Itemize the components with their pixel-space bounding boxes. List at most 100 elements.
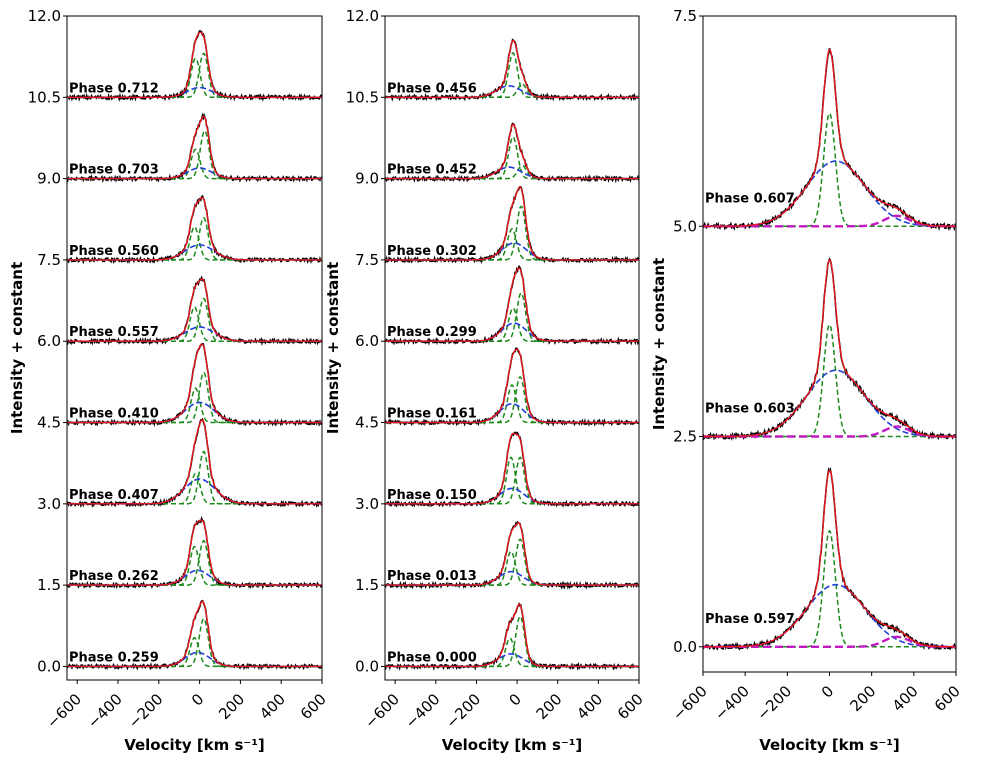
- spectrum-phase-0.456: [385, 38, 639, 102]
- total-fit: [385, 39, 639, 98]
- phase-label: Phase 0.013: [387, 569, 477, 584]
- phase-label: Phase 0.161: [387, 407, 477, 422]
- spectrum-phase-0.150: [385, 431, 639, 508]
- x-tick-label: 200: [215, 690, 248, 723]
- total-fit: [385, 186, 639, 261]
- x-tick-label: −200: [753, 682, 795, 724]
- y-tick-label: 10.5: [28, 88, 61, 106]
- y-tick-label: 0.0: [37, 657, 61, 675]
- y-tick-label: 4.5: [355, 414, 379, 432]
- x-tick-label: 200: [847, 682, 880, 715]
- phase-label: Phase 0.302: [387, 244, 477, 259]
- spectrum-phase-0.712: [67, 29, 322, 103]
- y-tick-label: 6.0: [355, 332, 379, 350]
- axes-frame: [384, 15, 640, 681]
- x-tick-label: −400: [84, 690, 126, 732]
- phase-label: Phase 0.456: [387, 81, 477, 96]
- x-tick-label: 400: [573, 690, 606, 723]
- phase-label: Phase 0.259: [69, 650, 159, 665]
- plot-area: [385, 38, 639, 672]
- narrow-component-1: [703, 112, 956, 228]
- total-fit: [67, 115, 322, 180]
- y-tick-label: 7.5: [673, 7, 697, 25]
- total-fit: [385, 123, 639, 180]
- spectrum-phase-0.452: [385, 122, 639, 184]
- spectrum-phase-0.259: [67, 599, 322, 671]
- total-fit: [67, 278, 322, 342]
- x-tick-label: 600: [931, 682, 964, 715]
- spectrum-phase-0.013: [385, 520, 639, 590]
- x-tick-label: −400: [711, 682, 753, 724]
- broad-component: [703, 369, 956, 438]
- plot-area: [67, 29, 322, 671]
- y-tick-label: 9.0: [37, 170, 61, 188]
- phase-label: Phase 0.597: [705, 612, 795, 627]
- y-axis-title: Intensity + constant: [324, 262, 342, 434]
- total-fit: [67, 419, 322, 505]
- phase-label: Phase 0.703: [69, 163, 159, 178]
- y-tick-label: 4.5: [37, 414, 61, 432]
- spectrum-phase-0.607: [703, 48, 956, 232]
- x-tick-label: −600: [43, 690, 85, 732]
- total-fit: [703, 258, 956, 438]
- y-tick-label: 6.0: [37, 332, 61, 350]
- y-axis-title: Intensity + constant: [650, 258, 668, 430]
- x-tick-label: 0: [188, 690, 207, 709]
- phase-label: Phase 0.603: [705, 402, 795, 417]
- x-tick-label: 400: [256, 690, 289, 723]
- panel-left: Phase 0.259 Phase 0.262 Phase 0.407 Phase 0…: [8, 7, 330, 754]
- phase-label: Phase 0.410: [69, 407, 159, 422]
- x-tick-label: −600: [669, 682, 711, 724]
- spectrum-phase-0.299: [385, 264, 639, 346]
- y-tick-label: 1.5: [37, 576, 61, 594]
- spectrum-phase-0.560: [67, 194, 322, 265]
- panel-middle: Phase 0.000 Phase 0.013 Phase 0.150 Phase 0…: [324, 7, 647, 754]
- spectrum-phase-0.262: [67, 516, 322, 590]
- y-tick-label: 3.0: [355, 495, 379, 513]
- phase-label: Phase 0.000: [387, 650, 477, 665]
- y-tick-label: 9.0: [355, 170, 379, 188]
- spectrum-phase-0.603: [703, 257, 956, 442]
- y-tick-label: 10.5: [346, 88, 379, 106]
- x-axis-title: Velocity [km s⁻¹]: [759, 736, 900, 754]
- y-axis-title: Intensity + constant: [8, 262, 26, 434]
- x-axis-title: Velocity [km s⁻¹]: [124, 736, 265, 754]
- phase-label: Phase 0.557: [69, 325, 159, 340]
- x-tick-label: 400: [889, 682, 922, 715]
- spectrum-phase-0.000: [385, 601, 639, 672]
- total-fit: [703, 48, 956, 227]
- y-tick-label: 0.0: [673, 638, 697, 656]
- x-axis-title: Velocity [km s⁻¹]: [442, 736, 583, 754]
- narrow-component-1: [703, 529, 956, 648]
- phase-label: Phase 0.407: [69, 488, 159, 503]
- x-tick-label: 0: [818, 682, 837, 701]
- total-fit: [67, 31, 322, 98]
- y-tick-label: 1.5: [355, 576, 379, 594]
- spectrum-phase-0.161: [385, 347, 639, 427]
- phase-label: Phase 0.150: [387, 488, 477, 503]
- total-fit: [385, 603, 639, 668]
- y-tick-label: 5.0: [673, 217, 697, 235]
- panel-right: Phase 0.597 Phase 0.603 Phase 0.607 −600 −40…: [650, 7, 964, 754]
- spectrum-phase-0.302: [385, 185, 639, 265]
- total-fit: [385, 348, 639, 424]
- spectrum-phase-0.597: [703, 466, 956, 651]
- total-fit: [67, 519, 322, 586]
- x-tick-label: −200: [442, 690, 484, 732]
- x-tick-label: 0: [505, 690, 524, 709]
- total-fit: [385, 522, 639, 586]
- axes-frame: [66, 15, 323, 681]
- broad-component: [703, 160, 956, 228]
- y-tick-label: 7.5: [37, 251, 61, 269]
- total-fit: [385, 267, 639, 342]
- phase-label: Phase 0.712: [69, 81, 159, 96]
- x-tick-label: 600: [297, 690, 330, 723]
- narrow-component-1: [703, 323, 956, 438]
- plot-area: [703, 48, 956, 651]
- x-tick-label: 600: [614, 690, 647, 723]
- spectrum-phase-0.557: [67, 275, 322, 347]
- spectrum-phase-0.703: [67, 112, 322, 184]
- total-fit: [67, 343, 322, 424]
- total-fit: [385, 432, 639, 505]
